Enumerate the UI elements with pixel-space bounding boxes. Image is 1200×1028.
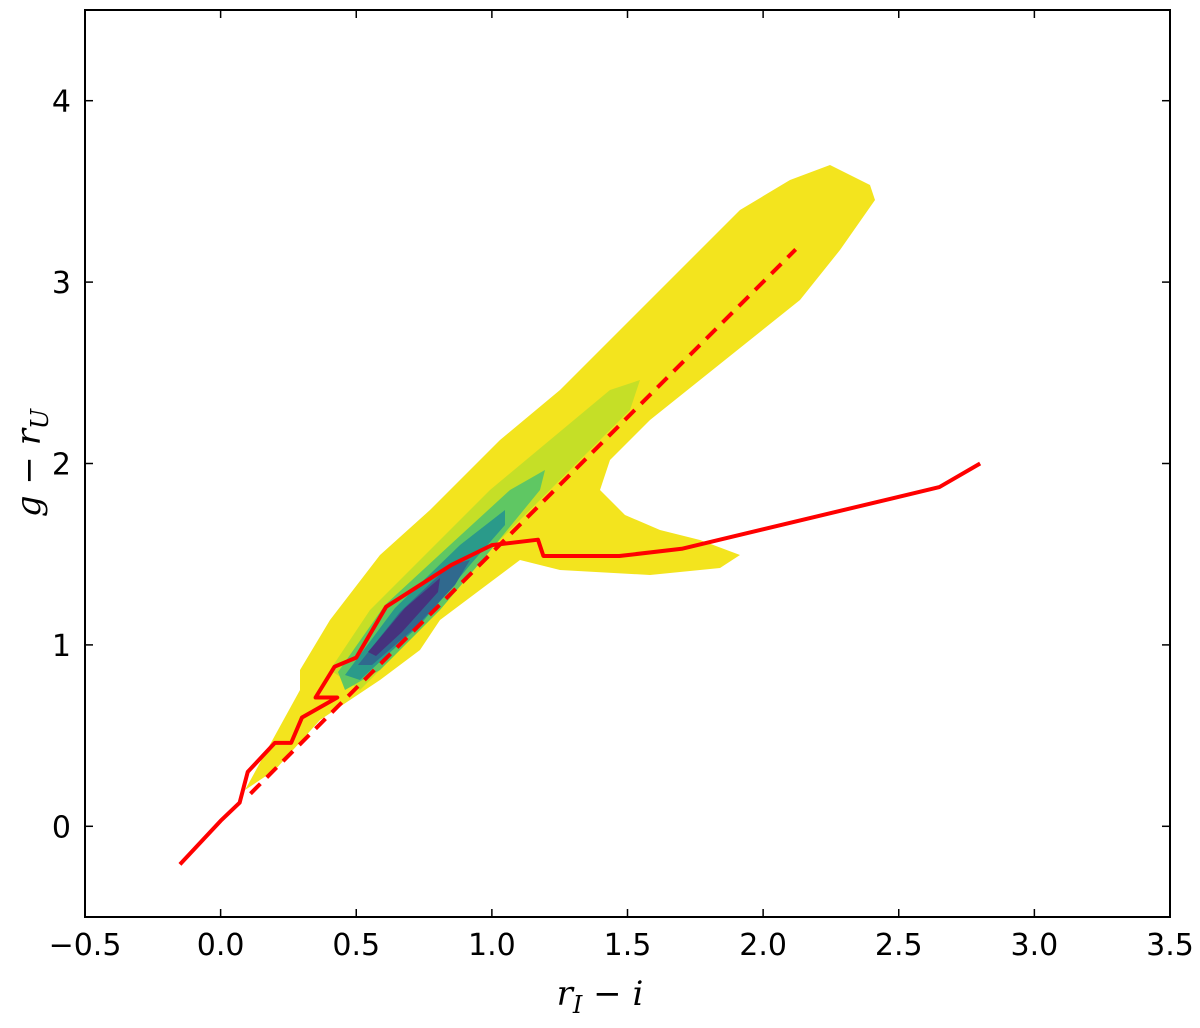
y-axis-label: g − rU xyxy=(9,408,54,517)
plot-frame xyxy=(84,9,1171,918)
series-line xyxy=(178,461,982,866)
density-purple xyxy=(368,578,440,656)
x-label-part: − i xyxy=(582,974,643,1014)
y-tick-label: 0 xyxy=(52,810,71,845)
density xyxy=(245,165,875,790)
x-tick-label: 0.0 xyxy=(197,928,245,963)
x-tick-label: −0.5 xyxy=(49,928,122,963)
x-tick-label: 1.0 xyxy=(468,928,516,963)
x-tick-label: 2.5 xyxy=(875,928,923,963)
y-label-sub: U xyxy=(26,408,54,429)
x-tick-label: 1.5 xyxy=(604,928,652,963)
x-tick-label: 3.5 xyxy=(1146,928,1194,963)
x-tick-label: 0.5 xyxy=(332,928,380,963)
x-label-part: r xyxy=(557,974,575,1014)
y-tick-label: 3 xyxy=(52,266,71,301)
y-tick-label: 2 xyxy=(52,448,71,483)
y-label-part: g − r xyxy=(9,427,49,517)
x-label-sub: I xyxy=(572,991,583,1019)
x-tick-label: 3.0 xyxy=(1011,928,1059,963)
series-line xyxy=(249,248,798,796)
x-tick-label: 2.0 xyxy=(739,928,787,963)
x-axis-label: rI − i xyxy=(557,974,644,1019)
y-tick-label: 4 xyxy=(52,85,71,120)
y-tick-label: 1 xyxy=(52,629,71,664)
